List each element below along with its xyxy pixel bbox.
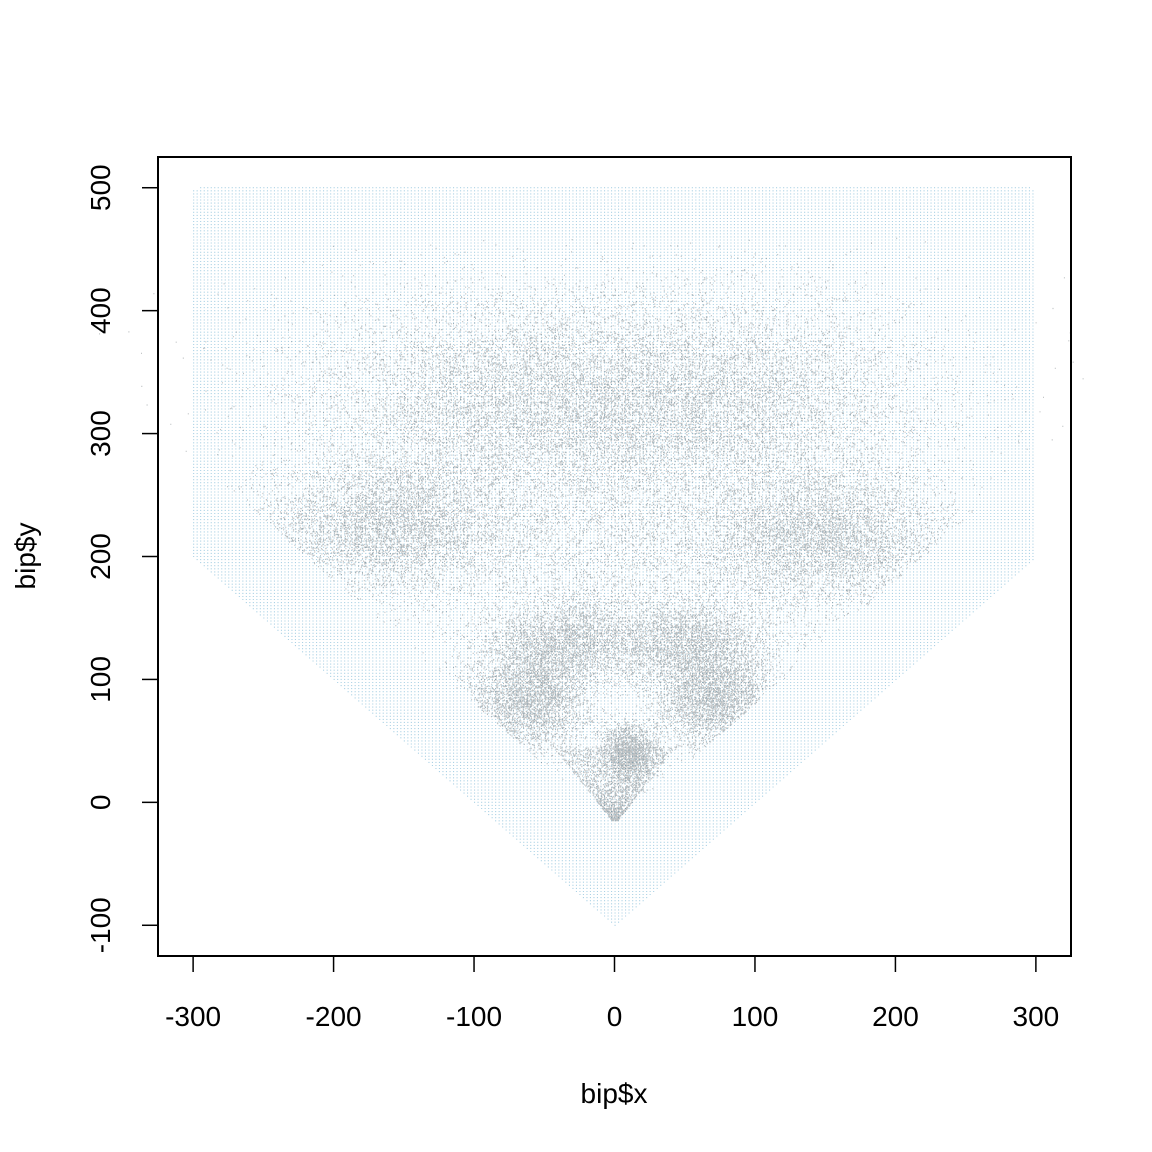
- x-tick-label: -200: [306, 1001, 362, 1032]
- x-tick-label: 0: [607, 1001, 623, 1032]
- field-grid-layer: [193, 187, 1034, 926]
- x-axis-label: bip$x: [581, 1078, 648, 1109]
- batted-ball-points: [99, 237, 1084, 822]
- y-tick-label: -100: [85, 897, 116, 953]
- x-tick-label: -300: [165, 1001, 221, 1032]
- field-grid-dots: [193, 187, 1034, 926]
- y-tick-label: 400: [85, 287, 116, 334]
- y-tick-label: 500: [85, 164, 116, 211]
- y-tick-label: 300: [85, 410, 116, 457]
- x-tick-label: 200: [872, 1001, 919, 1032]
- y-tick-label: 200: [85, 533, 116, 580]
- x-tick-label: -100: [446, 1001, 502, 1032]
- y-tick-label: 0: [85, 795, 116, 811]
- y-axis: -100 0 100 200 300 400 500: [85, 164, 159, 953]
- x-tick-label: 300: [1013, 1001, 1060, 1032]
- x-axis: -300 -200 -100 0 100 200 300: [165, 955, 1060, 1032]
- batted-ball-points-layer: [99, 237, 1084, 822]
- x-tick-label: 100: [732, 1001, 779, 1032]
- y-tick-label: 100: [85, 656, 116, 703]
- y-axis-label: bip$y: [10, 523, 41, 590]
